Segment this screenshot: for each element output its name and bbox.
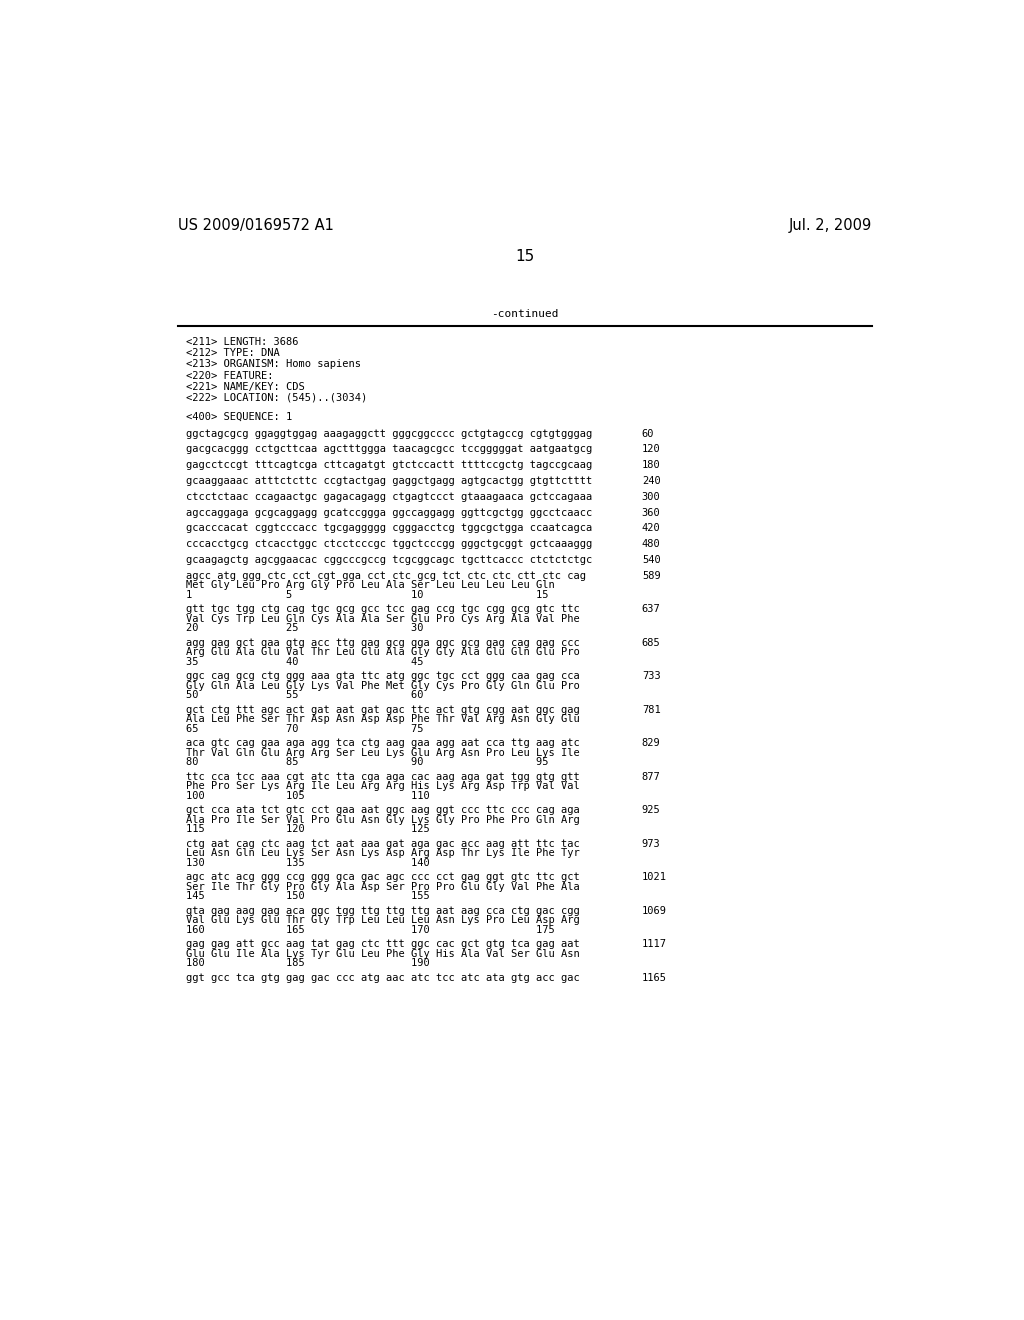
Text: 420: 420: [642, 524, 660, 533]
Text: 1               5                   10                  15: 1 5 10 15: [186, 590, 549, 601]
Text: ggctagcgcg ggaggtggag aaagaggctt gggcggcccc gctgtagccg cgtgtgggag: ggctagcgcg ggaggtggag aaagaggctt gggcggc…: [186, 429, 592, 438]
Text: 35              40                  45: 35 40 45: [186, 657, 424, 667]
Text: 829: 829: [642, 738, 660, 748]
Text: gct cca ata tct gtc cct gaa aat ggc aag ggt ccc ttc ccc cag aga: gct cca ata tct gtc cct gaa aat ggc aag …: [186, 805, 580, 816]
Text: 1021: 1021: [642, 873, 667, 882]
Text: 180: 180: [642, 461, 660, 470]
Text: 50              55                  60: 50 55 60: [186, 690, 424, 701]
Text: gagcctccgt tttcagtcga cttcagatgt gtctccactt ttttccgctg tagccgcaag: gagcctccgt tttcagtcga cttcagatgt gtctcca…: [186, 461, 592, 470]
Text: <221> NAME/KEY: CDS: <221> NAME/KEY: CDS: [186, 381, 305, 392]
Text: Leu Asn Gln Leu Lys Ser Asn Lys Asp Arg Asp Thr Lys Ile Phe Tyr: Leu Asn Gln Leu Lys Ser Asn Lys Asp Arg …: [186, 849, 580, 858]
Text: Phe Pro Ser Lys Arg Ile Leu Arg Arg His Lys Arg Asp Trp Val Val: Phe Pro Ser Lys Arg Ile Leu Arg Arg His …: [186, 781, 580, 791]
Text: <222> LOCATION: (545)..(3034): <222> LOCATION: (545)..(3034): [186, 393, 368, 403]
Text: agcc atg ggg ctc cct cgt gga cct ctc gcg tct ctc ctc ctt ctc cag: agcc atg ggg ctc cct cgt gga cct ctc gcg…: [186, 570, 586, 581]
Text: 973: 973: [642, 838, 660, 849]
Text: agccaggaga gcgcaggagg gcatccggga ggccaggagg ggttcgctgg ggcctcaacc: agccaggaga gcgcaggagg gcatccggga ggccagg…: [186, 508, 592, 517]
Text: 781: 781: [642, 705, 660, 714]
Text: 1165: 1165: [642, 973, 667, 982]
Text: 733: 733: [642, 671, 660, 681]
Text: -continued: -continued: [492, 309, 558, 318]
Text: Met Gly Leu Pro Arg Gly Pro Leu Ala Ser Leu Leu Leu Leu Gln: Met Gly Leu Pro Arg Gly Pro Leu Ala Ser …: [186, 581, 555, 590]
Text: US 2009/0169572 A1: US 2009/0169572 A1: [178, 218, 334, 234]
Text: 240: 240: [642, 477, 660, 486]
Text: gag gag att gcc aag tat gag ctc ttt ggc cac gct gtg tca gag aat: gag gag att gcc aag tat gag ctc ttt ggc …: [186, 940, 580, 949]
Text: ggc cag gcg ctg ggg aaa gta ttc atg ggc tgc cct ggg caa gag cca: ggc cag gcg ctg ggg aaa gta ttc atg ggc …: [186, 671, 580, 681]
Text: cccacctgcg ctcacctggc ctcctcccgc tggctcccgg gggctgcggt gctcaaaggg: cccacctgcg ctcacctggc ctcctcccgc tggctcc…: [186, 539, 592, 549]
Text: 120: 120: [642, 445, 660, 454]
Text: 65              70                  75: 65 70 75: [186, 723, 424, 734]
Text: 160             165                 170                 175: 160 165 170 175: [186, 925, 555, 935]
Text: 130             135                 140: 130 135 140: [186, 858, 430, 869]
Text: 100             105                 110: 100 105 110: [186, 791, 430, 801]
Text: 15: 15: [515, 249, 535, 264]
Text: Arg Glu Ala Glu Val Thr Leu Glu Ala Gly Gly Ala Glu Gln Glu Pro: Arg Glu Ala Glu Val Thr Leu Glu Ala Gly …: [186, 647, 580, 657]
Text: Val Glu Lys Glu Thr Gly Trp Leu Leu Leu Asn Lys Pro Leu Asp Arg: Val Glu Lys Glu Thr Gly Trp Leu Leu Leu …: [186, 915, 580, 925]
Text: 540: 540: [642, 554, 660, 565]
Text: ctg aat cag ctc aag tct aat aaa gat aga gac acc aag att ttc tac: ctg aat cag ctc aag tct aat aaa gat aga …: [186, 838, 580, 849]
Text: agc atc acg ggg ccg ggg gca gac agc ccc cct gag ggt gtc ttc gct: agc atc acg ggg ccg ggg gca gac agc ccc …: [186, 873, 580, 882]
Text: Glu Glu Ile Ala Lys Tyr Glu Leu Phe Gly His Ala Val Ser Glu Asn: Glu Glu Ile Ala Lys Tyr Glu Leu Phe Gly …: [186, 949, 580, 958]
Text: gacgcacggg cctgcttcaa agctttggga taacagcgcc tccgggggat aatgaatgcg: gacgcacggg cctgcttcaa agctttggga taacagc…: [186, 445, 592, 454]
Text: Ser Ile Thr Gly Pro Gly Ala Asp Ser Pro Pro Glu Gly Val Phe Ala: Ser Ile Thr Gly Pro Gly Ala Asp Ser Pro …: [186, 882, 580, 892]
Text: 20              25                  30: 20 25 30: [186, 623, 424, 634]
Text: 925: 925: [642, 805, 660, 816]
Text: 60: 60: [642, 429, 654, 438]
Text: 360: 360: [642, 508, 660, 517]
Text: 115             120                 125: 115 120 125: [186, 825, 430, 834]
Text: 1117: 1117: [642, 940, 667, 949]
Text: 180             185                 190: 180 185 190: [186, 958, 430, 969]
Text: gta gag aag gag aca ggc tgg ttg ttg ttg aat aag cca ctg gac cgg: gta gag aag gag aca ggc tgg ttg ttg ttg …: [186, 906, 580, 916]
Text: ttc cca tcc aaa cgt atc tta cga aga cac aag aga gat tgg gtg gtt: ttc cca tcc aaa cgt atc tta cga aga cac …: [186, 772, 580, 781]
Text: <212> TYPE: DNA: <212> TYPE: DNA: [186, 348, 280, 358]
Text: Val Cys Trp Leu Gln Cys Ala Ala Ser Glu Pro Cys Arg Ala Val Phe: Val Cys Trp Leu Gln Cys Ala Ala Ser Glu …: [186, 614, 580, 624]
Text: 877: 877: [642, 772, 660, 781]
Text: gcaagagctg agcggaacac cggcccgccg tcgcggcagc tgcttcaccc ctctctctgc: gcaagagctg agcggaacac cggcccgccg tcgcggc…: [186, 554, 592, 565]
Text: 589: 589: [642, 570, 660, 581]
Text: 145             150                 155: 145 150 155: [186, 891, 430, 902]
Text: Ala Pro Ile Ser Val Pro Glu Asn Gly Lys Gly Pro Phe Pro Gln Arg: Ala Pro Ile Ser Val Pro Glu Asn Gly Lys …: [186, 814, 580, 825]
Text: <400> SEQUENCE: 1: <400> SEQUENCE: 1: [186, 412, 293, 421]
Text: ggt gcc tca gtg gag gac ccc atg aac atc tcc atc ata gtg acc gac: ggt gcc tca gtg gag gac ccc atg aac atc …: [186, 973, 580, 982]
Text: Jul. 2, 2009: Jul. 2, 2009: [788, 218, 872, 234]
Text: <220> FEATURE:: <220> FEATURE:: [186, 371, 273, 380]
Text: <213> ORGANISM: Homo sapiens: <213> ORGANISM: Homo sapiens: [186, 359, 361, 370]
Text: Thr Val Gln Glu Arg Arg Ser Leu Lys Glu Arg Asn Pro Leu Lys Ile: Thr Val Gln Glu Arg Arg Ser Leu Lys Glu …: [186, 748, 580, 758]
Text: aca gtc cag gaa aga agg tca ctg aag gaa agg aat cca ttg aag atc: aca gtc cag gaa aga agg tca ctg aag gaa …: [186, 738, 580, 748]
Text: 300: 300: [642, 492, 660, 502]
Text: 480: 480: [642, 539, 660, 549]
Text: <211> LENGTH: 3686: <211> LENGTH: 3686: [186, 337, 299, 347]
Text: agg gag gct gaa gtg acc ttg gag gcg gga ggc gcg gag cag gag ccc: agg gag gct gaa gtg acc ttg gag gcg gga …: [186, 638, 580, 648]
Text: 637: 637: [642, 605, 660, 614]
Text: 685: 685: [642, 638, 660, 648]
Text: Ala Leu Phe Ser Thr Asp Asn Asp Asp Phe Thr Val Arg Asn Gly Glu: Ala Leu Phe Ser Thr Asp Asn Asp Asp Phe …: [186, 714, 580, 725]
Text: gcacccacat cggtcccacc tgcgaggggg cgggacctcg tggcgctgga ccaatcagca: gcacccacat cggtcccacc tgcgaggggg cgggacc…: [186, 524, 592, 533]
Text: ctcctctaac ccagaactgc gagacagagg ctgagtccct gtaaagaaca gctccagaaa: ctcctctaac ccagaactgc gagacagagg ctgagtc…: [186, 492, 592, 502]
Text: 1069: 1069: [642, 906, 667, 916]
Text: gcaaggaaac atttctcttc ccgtactgag gaggctgagg agtgcactgg gtgttctttt: gcaaggaaac atttctcttc ccgtactgag gaggctg…: [186, 477, 592, 486]
Text: Gly Gln Ala Leu Gly Lys Val Phe Met Gly Cys Pro Gly Gln Glu Pro: Gly Gln Ala Leu Gly Lys Val Phe Met Gly …: [186, 681, 580, 690]
Text: gct ctg ttt agc act gat aat gat gac ttc act gtg cgg aat ggc gag: gct ctg ttt agc act gat aat gat gac ttc …: [186, 705, 580, 714]
Text: gtt tgc tgg ctg cag tgc gcg gcc tcc gag ccg tgc cgg gcg gtc ttc: gtt tgc tgg ctg cag tgc gcg gcc tcc gag …: [186, 605, 580, 614]
Text: 80              85                  90                  95: 80 85 90 95: [186, 758, 549, 767]
